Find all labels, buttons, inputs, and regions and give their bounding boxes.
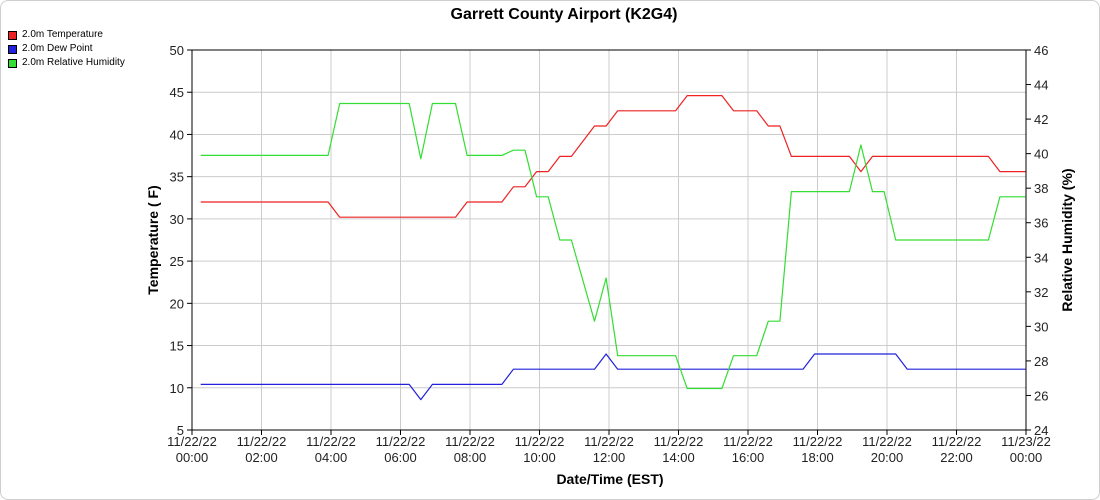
x-tick-time-label: 00:00: [1010, 450, 1043, 465]
x-axis-title: Date/Time (EST): [556, 471, 663, 487]
y-left-tick-label: 10: [170, 381, 184, 396]
y-right-tick-label: 32: [1034, 285, 1048, 300]
legend-swatch-dew-point: [8, 44, 17, 54]
y-left-tick-label: 30: [170, 212, 184, 227]
chart-title: Garrett County Airport (K2G4): [451, 6, 678, 23]
y-axis-right-ticks: 24 26 28 30 32 34 36 38 40 42 44 46: [1026, 43, 1048, 438]
x-axis-ticks: 11/22/2200:0011/22/2202:0011/22/2204:001…: [167, 430, 1051, 465]
legend-item-dew-point: 2.0m Dew Point: [8, 42, 125, 56]
y-right-tick-label: 36: [1034, 216, 1048, 231]
x-tick-time-label: 16:00: [732, 450, 765, 465]
x-tick-time-label: 12:00: [593, 450, 626, 465]
y-right-tick-label: 38: [1034, 181, 1048, 196]
x-tick-date-label: 11/22/22: [306, 434, 356, 449]
legend: 2.0m Temperature 2.0m Dew Point 2.0m Rel…: [8, 28, 125, 70]
y-right-tick-label: 44: [1034, 78, 1048, 93]
y-left-tick-label: 15: [170, 339, 184, 354]
x-tick-time-label: 18:00: [801, 450, 834, 465]
y-left-tick-label: 50: [170, 43, 184, 58]
y-left-tick-label: 20: [170, 296, 184, 311]
y-left-tick-label: 25: [170, 254, 184, 269]
x-tick-time-label: 04:00: [315, 450, 348, 465]
y-left-tick-label: 40: [170, 127, 184, 142]
y-right-tick-label: 34: [1034, 250, 1048, 265]
y-right-tick-label: 26: [1034, 388, 1048, 403]
x-tick-time-label: 06:00: [384, 450, 417, 465]
x-tick-date-label: 11/22/22: [584, 434, 634, 449]
x-tick-date-label: 11/22/22: [654, 434, 704, 449]
x-tick-date-label: 11/22/22: [723, 434, 773, 449]
x-tick-time-label: 10:00: [523, 450, 556, 465]
x-tick-time-label: 22:00: [940, 450, 973, 465]
y-right-tick-label: 42: [1034, 112, 1048, 127]
x-tick-date-label: 11/22/22: [376, 434, 426, 449]
y-axis-left-ticks: 5 10 15 20 25 30 35 40 45 50: [170, 43, 192, 438]
x-tick-time-label: 14:00: [662, 450, 695, 465]
y-right-tick-label: 30: [1034, 319, 1048, 334]
legend-swatch-temperature: [8, 30, 17, 40]
x-tick-date-label: 11/22/22: [445, 434, 495, 449]
y-right-tick-label: 46: [1034, 43, 1048, 58]
y-left-tick-label: 35: [170, 170, 184, 185]
x-tick-date-label: 11/22/22: [862, 434, 912, 449]
legend-item-relative-humidity: 2.0m Relative Humidity: [8, 56, 125, 70]
x-tick-date-label: 11/22/22: [932, 434, 982, 449]
y-right-tick-label: 28: [1034, 354, 1048, 369]
y-right-tick-label: 40: [1034, 147, 1048, 162]
series-line-dew-point: [200, 353, 1026, 401]
y-right-tick-label: 24: [1034, 423, 1048, 438]
y-left-tick-label: 5: [177, 423, 184, 438]
legend-label-dew-point: 2.0m Dew Point: [22, 43, 93, 54]
legend-swatch-relative-humidity: [8, 58, 17, 68]
y-axis-right-title: Relative Humidity (%): [1059, 168, 1075, 311]
series-line-relative-humidity: [200, 102, 1026, 390]
x-tick-time-label: 02:00: [245, 450, 278, 465]
legend-item-temperature: 2.0m Temperature: [8, 28, 125, 42]
x-tick-date-label: 11/23/22: [1001, 434, 1051, 449]
legend-label-temperature: 2.0m Temperature: [22, 29, 103, 40]
x-tick-date-label: 11/22/22: [237, 434, 287, 449]
x-tick-date-label: 11/22/22: [515, 434, 565, 449]
x-tick-date-label: 11/22/22: [167, 434, 217, 449]
x-tick-time-label: 00:00: [176, 450, 209, 465]
x-tick-date-label: 11/22/22: [793, 434, 843, 449]
series-line-temperature: [200, 94, 1026, 218]
y-left-tick-label: 45: [170, 85, 184, 100]
x-tick-time-label: 08:00: [454, 450, 487, 465]
legend-label-relative-humidity: 2.0m Relative Humidity: [22, 57, 125, 68]
series-lines: [200, 94, 1026, 401]
x-tick-time-label: 20:00: [871, 450, 904, 465]
y-axis-left-title: Temperature ( F): [145, 185, 161, 294]
